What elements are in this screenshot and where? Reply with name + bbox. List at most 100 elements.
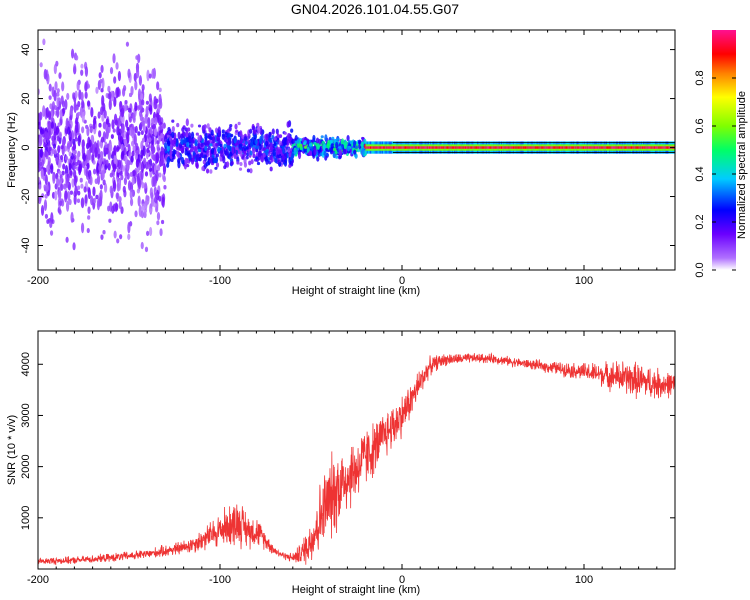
spectrogram-cell (194, 139, 198, 147)
spectrogram-cell (367, 146, 370, 149)
spectrogram-cell (55, 125, 60, 135)
spectrogram-cell (189, 138, 193, 143)
spectrogram-cell (98, 122, 102, 128)
spectrogram-cell (42, 105, 46, 118)
spectrogram-cell (221, 129, 225, 134)
spectrogram-cell (244, 141, 248, 145)
spectrogram-cell (51, 101, 56, 111)
spectrogram-cell (61, 137, 66, 148)
spectrogram-cell (50, 212, 54, 224)
spectrogram-cell (200, 152, 204, 158)
spectrogram-cell (58, 189, 62, 200)
spectrogram-cell (95, 86, 99, 94)
spectrogram-cell (235, 129, 239, 133)
spectrogram-cell (222, 155, 226, 164)
spectrogram-cell (627, 146, 629, 149)
spectrogram-cell (38, 184, 42, 190)
spectrogram-cell (214, 127, 219, 134)
spectrogram-cell (97, 111, 101, 119)
spectrogram-cell (663, 146, 666, 149)
spectrogram-cell (353, 149, 357, 155)
spectrogram-cell (357, 139, 362, 145)
spectrogram-cell (316, 143, 320, 150)
spectrogram-cell (206, 123, 210, 129)
spectrogram-cell (398, 146, 400, 149)
spectrogram-cell (233, 137, 237, 144)
spectrogram-cell (243, 151, 247, 157)
spectrogram-cell (262, 147, 267, 151)
spectrogram-cell (504, 146, 506, 149)
spectrogram-cell (427, 146, 430, 149)
spectrogram-cell (164, 135, 168, 143)
spectrogram-cell (418, 146, 420, 149)
spectrogram-cell (463, 146, 466, 149)
spectrogram-cell (151, 68, 155, 79)
spectrogram-cell (602, 146, 604, 149)
spectrogram-cell (406, 146, 408, 149)
spectrogram-cell (127, 68, 131, 79)
spectrogram-cell (211, 154, 215, 158)
spectrogram-cell (130, 85, 134, 96)
spectrogram-cell (395, 146, 397, 149)
spectrogram-cell (252, 125, 256, 131)
spectrogram-cell (598, 146, 600, 149)
spectrogram-cell (80, 222, 85, 234)
spectrogram-cell (588, 146, 590, 149)
spectrogram-cell (666, 146, 669, 149)
spectrogram-cell (497, 146, 500, 149)
spectrogram-cell (92, 123, 96, 130)
spectrogram-cell (356, 149, 361, 153)
spectrogram-cell (482, 146, 484, 149)
spectrogram-cell (94, 147, 98, 159)
spectrogram-cell (138, 75, 142, 86)
spectrogram-cell (510, 146, 513, 149)
spectrogram-cell (303, 147, 307, 153)
spectrogram-cell (278, 162, 282, 167)
spectrogram-cell (260, 155, 264, 162)
spectrogram-cell (515, 146, 517, 149)
spectrogram-cell (271, 128, 275, 135)
spectrogram-cell (136, 175, 141, 187)
spectrogram-cell (486, 146, 489, 149)
spectrogram-cell (579, 146, 581, 149)
spectrogram-cell (115, 203, 119, 212)
spectrogram-cell (521, 146, 524, 149)
spectrogram-cell (86, 126, 90, 137)
spectrogram-cell (48, 147, 52, 152)
spectrogram-cell (78, 163, 82, 174)
spectrogram-cell (641, 146, 644, 149)
spectrogram-cell (552, 146, 554, 149)
spectrogram-cell (68, 151, 72, 157)
spectrogram-cell (212, 136, 216, 144)
spectrogram-cell (646, 146, 648, 149)
spectrogram-y-label: Frequency (Hz) (6, 112, 18, 188)
spectrogram-cell (183, 137, 187, 145)
spectrogram-cell (48, 83, 52, 92)
spectrogram-cell (127, 107, 132, 113)
x-tick-label: 0 (399, 574, 405, 586)
spectrogram-cell (243, 145, 247, 151)
spectrogram-cell (84, 81, 88, 93)
spectrogram-cell (513, 146, 515, 149)
spectrogram-cell (87, 215, 91, 220)
spectrogram-cell (425, 146, 427, 149)
spectrogram-cell (273, 137, 277, 141)
spectrogram-cell (117, 70, 122, 82)
spectrogram-cell (81, 111, 85, 123)
spectrogram-cell (580, 146, 583, 149)
spectrogram-cell (249, 138, 253, 142)
spectrogram-cell (41, 129, 45, 135)
spectrogram-cell (331, 136, 335, 140)
spectrogram-cell (64, 190, 68, 200)
y-tick-label: -40 (20, 238, 32, 254)
spectrogram-cell (412, 146, 414, 149)
spectrogram-cell (407, 146, 409, 149)
spectrogram-cell (166, 134, 170, 138)
spectrogram-cell (89, 175, 93, 186)
spectrogram-cell (57, 122, 61, 127)
spectrogram-cell (256, 122, 260, 128)
spectrogram-cell (123, 146, 127, 156)
spectrogram-cell (621, 146, 623, 149)
spectrogram-cell (470, 146, 472, 149)
spectrogram-cell (520, 146, 522, 149)
